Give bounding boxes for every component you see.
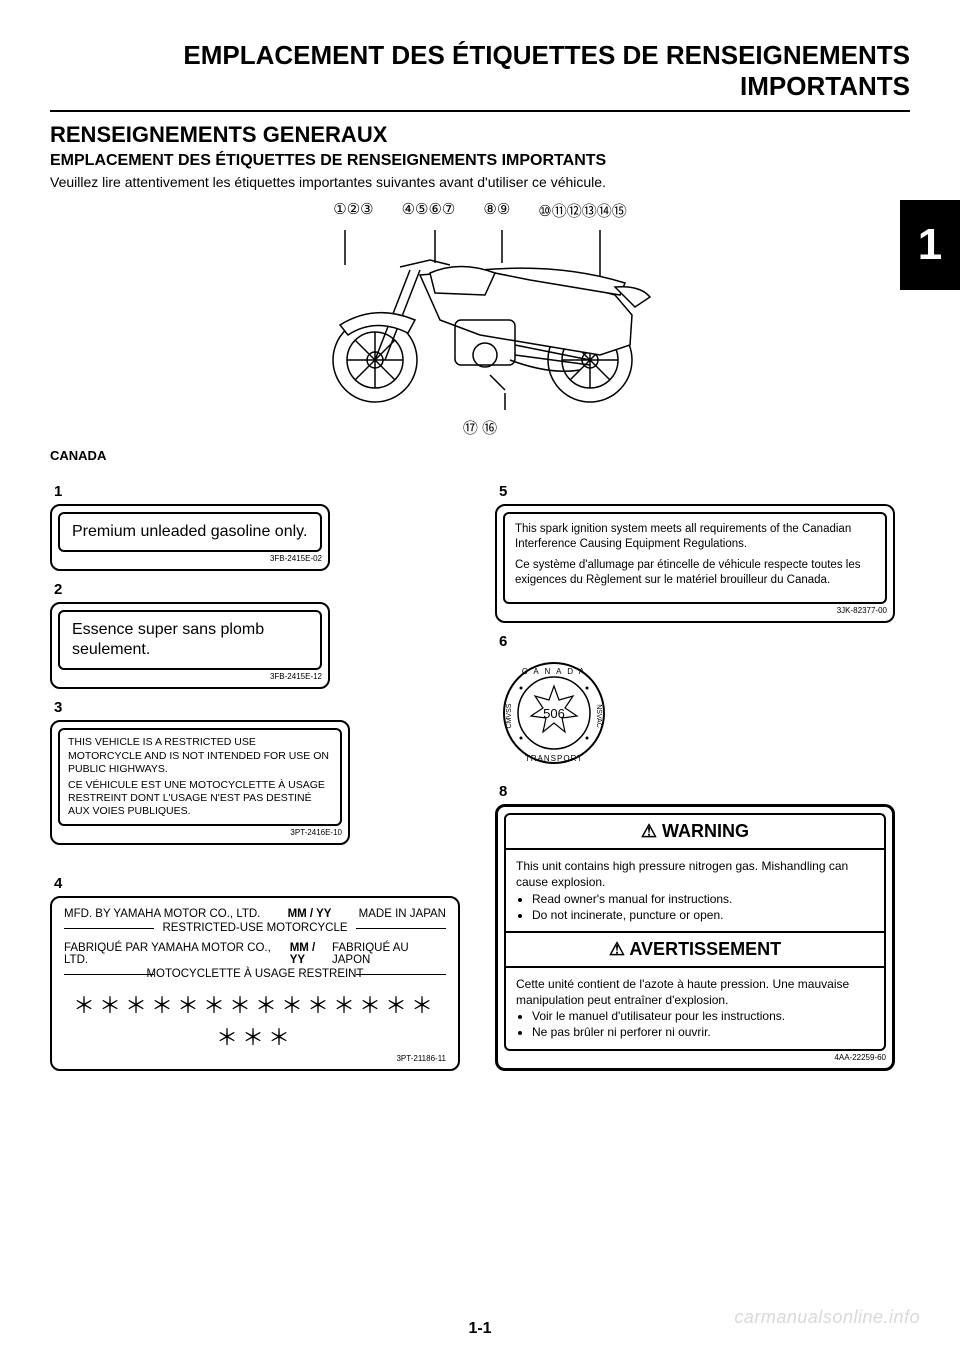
warning-title: ⚠ WARNING [506, 815, 884, 850]
svg-text:C A N A D A: C A N A D A [522, 667, 586, 676]
label-2-partno: 3FB-2415E-12 [58, 672, 322, 681]
callout-group-4: ⑩⑪⑫⑬⑭⑮ [538, 200, 626, 221]
label-columns: 1 Premium unleaded gasoline only. 3FB-24… [50, 473, 910, 1075]
main-heading-line2: IMPORTANTS [50, 71, 910, 102]
intro-text: Veuillez lire attentivement les étiquett… [50, 174, 910, 190]
label-5-num: 5 [499, 483, 910, 500]
warning-li2: Do not incinerate, puncture or open. [532, 907, 874, 923]
page-header: EMPLACEMENT DES ÉTIQUETTES DE RENSEIGNEM… [50, 40, 910, 102]
label-6-num: 6 [499, 633, 910, 650]
warning-li1: Read owner's manual for instructions. [532, 891, 874, 907]
label-3-partno: 3PT-2416E-10 [58, 828, 342, 837]
label-3-fr: CE VÉHICULE EST UNE MOTOCYCLETTE À USAGE… [68, 779, 332, 818]
label-2-text: Essence super sans plomb seulement. [72, 620, 308, 660]
avert-body: Cette unité contient de l'azote à haute … [506, 968, 884, 1049]
label-4-row1-right: MADE IN JAPAN [359, 908, 446, 920]
warning-text: This unit contains high pressure nitroge… [516, 858, 874, 890]
subsection-title: EMPLACEMENT DES ÉTIQUETTES DE RENSEIGNEM… [50, 152, 910, 170]
callout-group-2: ④⑤⑥⑦ [402, 200, 456, 221]
label-4-row2: FABRIQUÉ PAR YAMAHA MOTOR CO., LTD. MM /… [64, 942, 446, 966]
avert-text: Cette unité contient de l'azote à haute … [516, 976, 874, 1008]
motorcycle-diagram: ①②③ ④⑤⑥⑦ ⑧⑨ ⑩⑪⑫⑬⑭⑮ [50, 200, 910, 438]
label-5-partno: 3JK-82377-00 [503, 606, 887, 615]
label-2: Essence super sans plomb seulement. 3FB-… [50, 602, 330, 689]
label-4-row1: MFD. BY YAMAHA MOTOR CO., LTD. MM / YY M… [64, 908, 446, 920]
label-3-en: THIS VEHICLE IS A RESTRICTED USE MOTORCY… [68, 736, 332, 775]
watermark: carmanualsonline.info [734, 1307, 920, 1328]
chapter-tab: 1 [900, 200, 960, 290]
label-4-partno: 3PT-21186-11 [64, 1054, 446, 1063]
label-8-num: 8 [499, 783, 910, 800]
label-5-p2: Ce système d'allumage par étincelle de v… [515, 558, 875, 588]
label-3: THIS VEHICLE IS A RESTRICTED USE MOTORCY… [50, 720, 350, 845]
callout-group-3: ⑧⑨ [483, 200, 510, 221]
label-4-row2-right: FABRIQUÉ AU JAPON [332, 942, 446, 966]
left-column: 1 Premium unleaded gasoline only. 3FB-24… [50, 473, 465, 1075]
callout-group-1: ①②③ [333, 200, 373, 221]
label-5-p1: This spark ignition system meets all req… [515, 522, 875, 552]
label-5: This spark ignition system meets all req… [495, 504, 895, 623]
label-6: 506 C A N A D A TRANSPORT CMVSS NSVAC [499, 658, 910, 773]
label-4-mid2: MOTOCYCLETTE À USAGE RESTREINT [64, 968, 446, 980]
callout-group-bottom: ⑰ ⑯ [50, 417, 910, 438]
label-1-partno: 3FB-2415E-02 [58, 554, 322, 563]
section-title: RENSEIGNEMENTS GENERAUX [50, 122, 910, 148]
header-rule [50, 110, 910, 112]
label-4-row2-mid: MM / YY [290, 942, 332, 966]
label-3-num: 3 [54, 699, 465, 716]
label-2-num: 2 [54, 581, 465, 598]
label-8: ⚠ WARNING This unit contains high pressu… [495, 804, 895, 1071]
region-label: CANADA [50, 448, 910, 463]
label-8-partno: 4AA-22259-60 [504, 1053, 886, 1062]
label-1: Premium unleaded gasoline only. 3FB-2415… [50, 504, 330, 571]
main-heading-line1: EMPLACEMENT DES ÉTIQUETTES DE RENSEIGNEM… [50, 40, 910, 71]
label-1-text: Premium unleaded gasoline only. [72, 522, 308, 542]
svg-text:NSVAC: NSVAC [595, 704, 602, 728]
label-4-num: 4 [54, 875, 465, 892]
svg-text:CMVSS: CMVSS [506, 703, 513, 728]
cmvss-seal-icon: 506 C A N A D A TRANSPORT CMVSS NSVAC [499, 658, 609, 768]
avert-li2: Ne pas brûler ni perforer ni ouvrir. [532, 1024, 874, 1040]
avert-li1: Voir le manuel d'utilisateur pour les in… [532, 1008, 874, 1024]
motorcycle-svg [280, 225, 680, 415]
svg-text:TRANSPORT: TRANSPORT [525, 754, 583, 763]
label-4-row2-left: FABRIQUÉ PAR YAMAHA MOTOR CO., LTD. [64, 942, 290, 966]
label-4-mid1: RESTRICTED-USE MOTORCYCLE [64, 922, 446, 934]
seal-center: 506 [543, 706, 565, 721]
warning-body: This unit contains high pressure nitroge… [506, 850, 884, 931]
right-column: 5 This spark ignition system meets all r… [495, 473, 910, 1075]
avert-title: ⚠ AVERTISSEMENT [506, 931, 884, 968]
label-4-stars: ＊＊＊＊＊＊＊＊＊＊＊＊＊＊＊＊＊ [64, 988, 446, 1052]
label-4-row1-mid: MM / YY [288, 908, 332, 920]
label-4-row1-left: MFD. BY YAMAHA MOTOR CO., LTD. [64, 908, 260, 920]
label-1-num: 1 [54, 483, 465, 500]
label-4: MFD. BY YAMAHA MOTOR CO., LTD. MM / YY M… [50, 896, 460, 1071]
